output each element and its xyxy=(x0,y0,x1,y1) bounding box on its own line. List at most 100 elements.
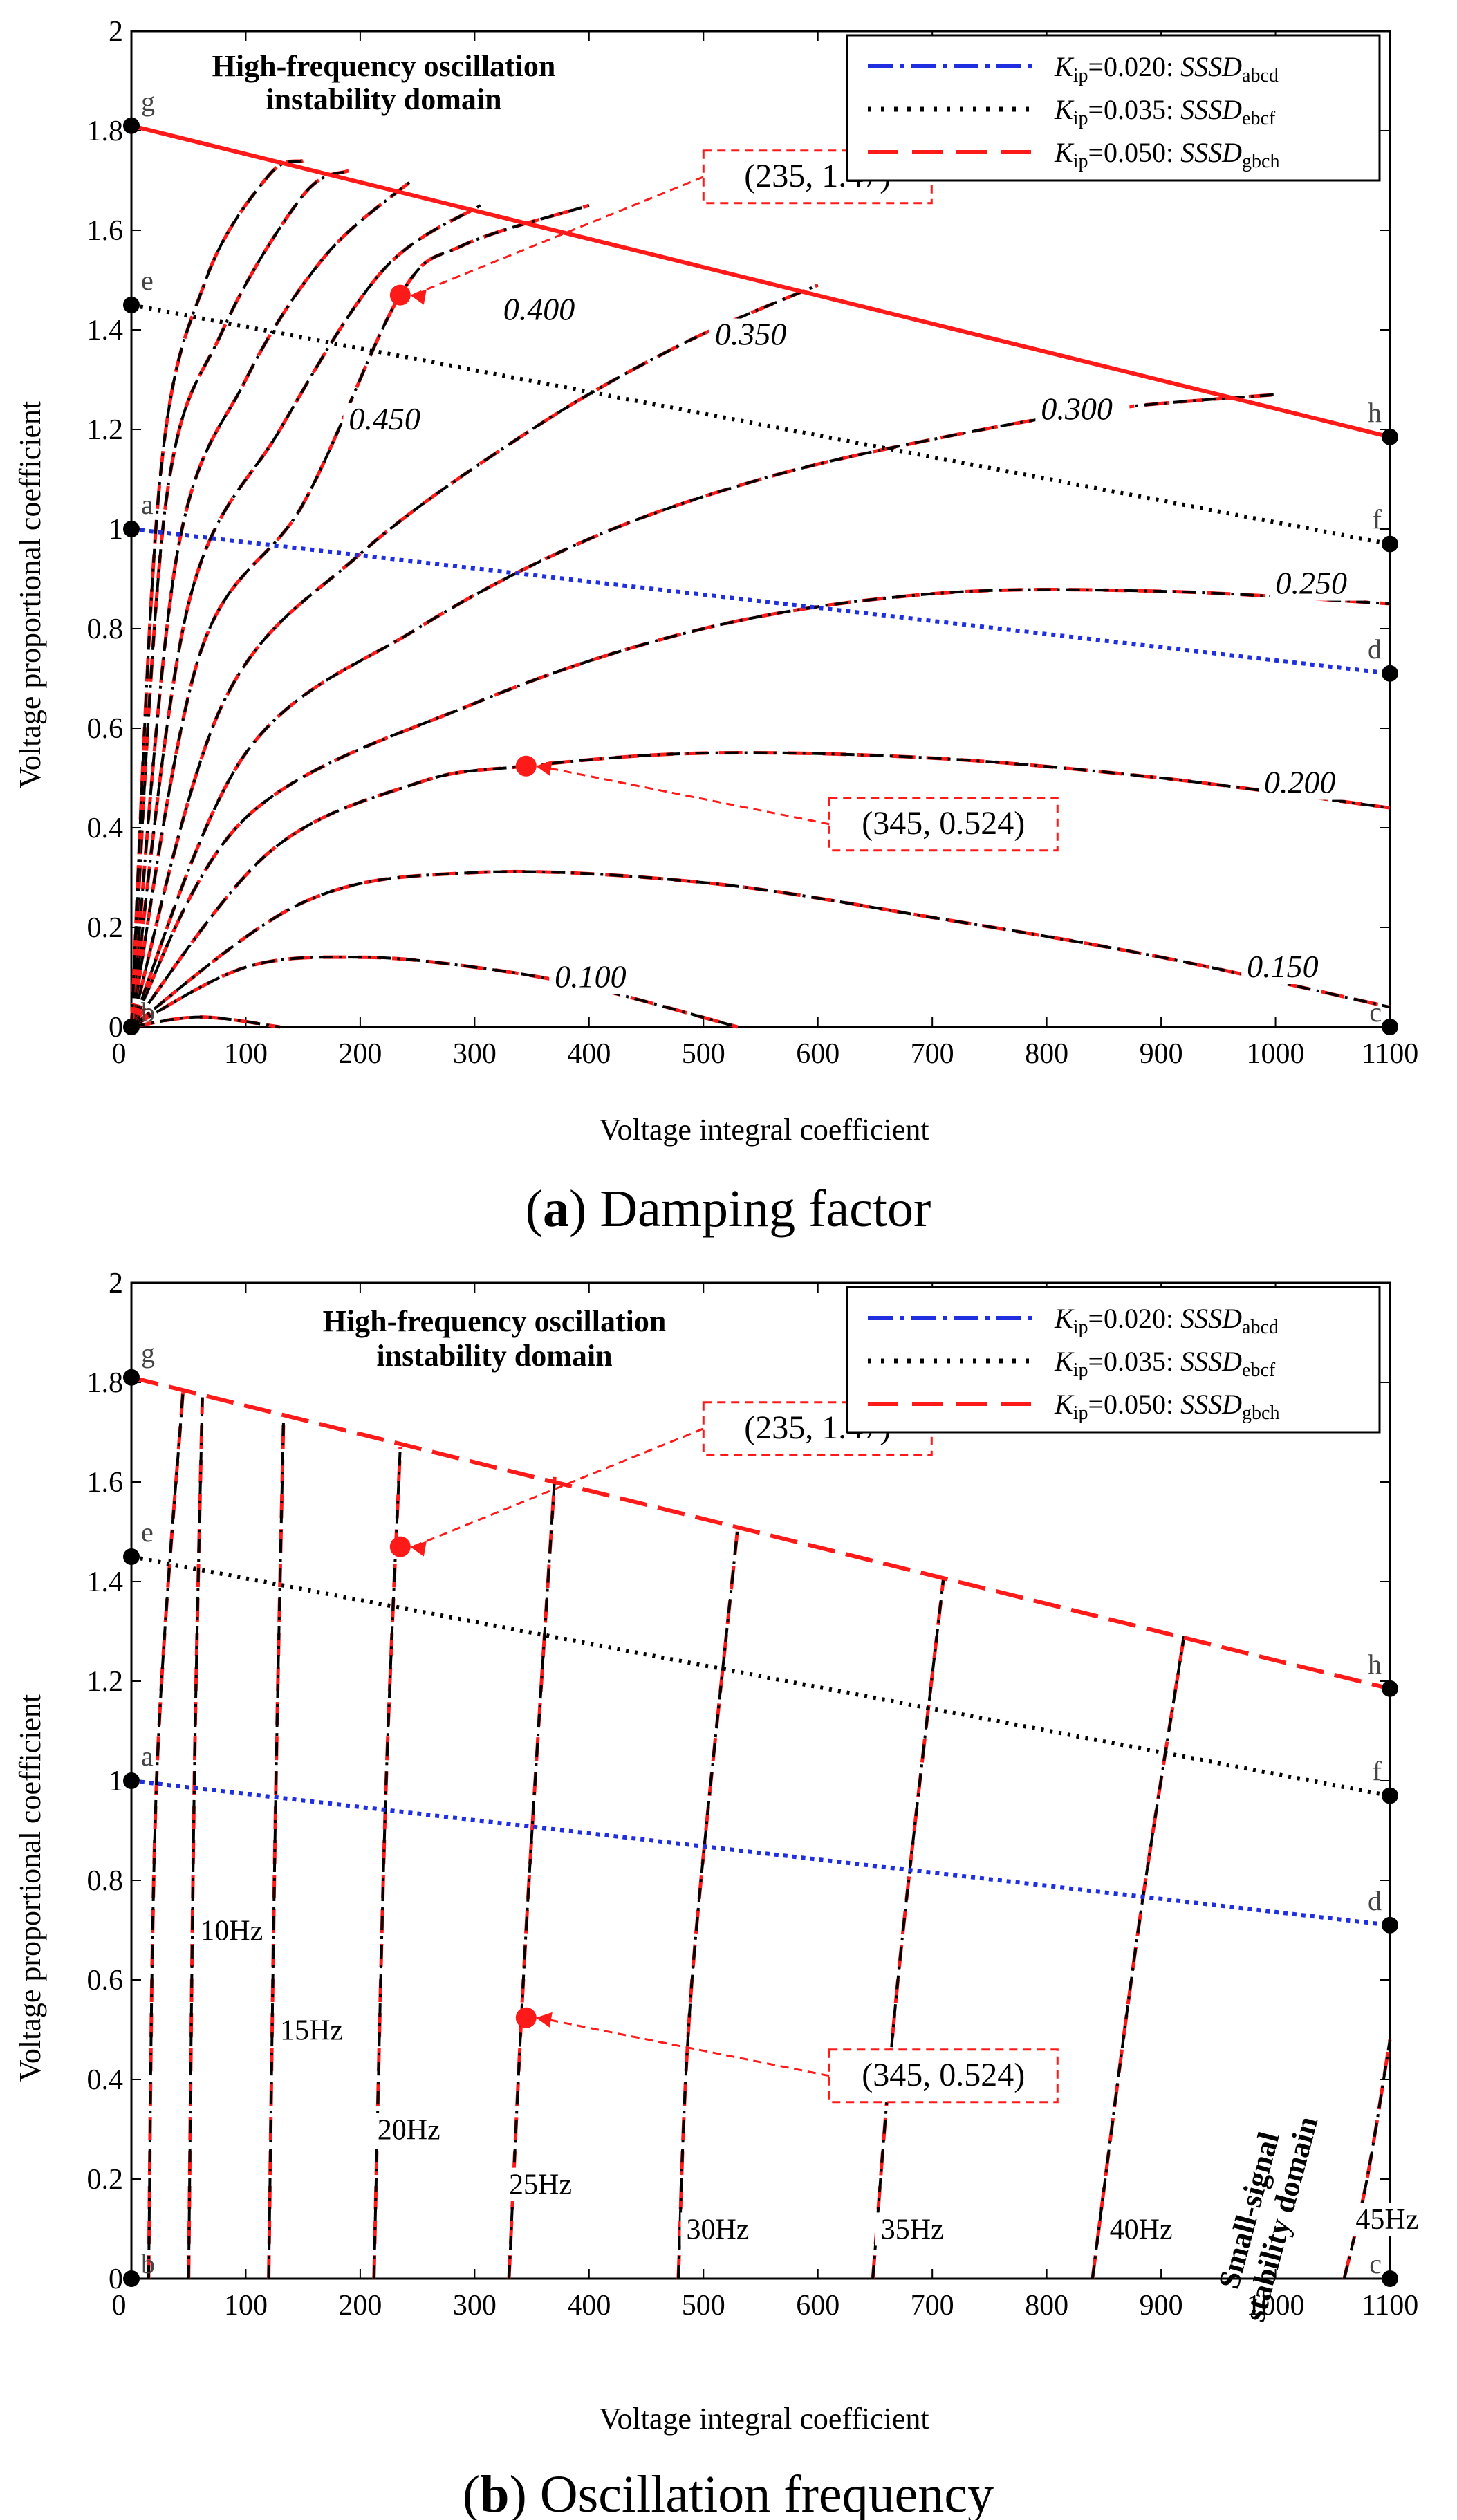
corner-point-a xyxy=(123,1772,140,1789)
panel-b-xlabel: Voltage integral coefficient xyxy=(599,2402,929,2436)
contour-line-black xyxy=(130,204,481,1028)
x-tick-label: 500 xyxy=(682,1038,725,1070)
contour-line-black xyxy=(187,1397,204,2279)
contour-label-bg xyxy=(1241,951,1336,984)
y-tick-label: 1.6 xyxy=(87,215,124,247)
boundary-abcd xyxy=(131,527,1391,676)
y-tick-label: 0.4 xyxy=(87,813,124,844)
contour-line-black xyxy=(676,1526,739,2279)
contour-line-black xyxy=(871,1576,945,2279)
y-tick-label: 1.4 xyxy=(87,1566,124,1598)
annotation-arrowhead xyxy=(535,2012,553,2028)
contour-line-black xyxy=(130,204,590,1028)
x-tick-label: 900 xyxy=(1140,2290,1183,2322)
y-tick-label: 1.8 xyxy=(87,115,124,147)
corner-point-d xyxy=(1382,665,1398,682)
y-tick-label: 0.8 xyxy=(87,613,124,645)
boundary-gbch xyxy=(131,123,1391,439)
contour-label: 0.450 xyxy=(349,401,420,436)
corner-point-b xyxy=(123,2270,140,2287)
panel-a-region-label-2: instability domain xyxy=(266,82,501,116)
x-tick-label: 600 xyxy=(796,2290,839,2322)
legend-entry: Kip=0.020: SSSDabcd xyxy=(1054,1303,1279,1338)
legend-entry: Kip=0.035: SSSDebcf xyxy=(1054,94,1276,129)
x-tick-label: 1000 xyxy=(1247,1038,1305,1070)
contour-line-black xyxy=(147,1392,185,2279)
contour-label: 30Hz xyxy=(686,2214,749,2245)
contour-label-bg xyxy=(497,293,592,327)
y-tick-label: 2 xyxy=(109,16,123,48)
contour-line-black xyxy=(267,1417,286,2279)
contour-line-red xyxy=(129,203,481,1028)
panel-b-region-label-1: High-frequency oscillation xyxy=(323,1304,667,1338)
contour-label: 0.300 xyxy=(1041,391,1113,427)
corner-point-c xyxy=(1382,1019,1398,1035)
corner-point-c xyxy=(1382,2270,1398,2287)
y-tick-label: 1.4 xyxy=(87,315,124,346)
annotation-arrowhead xyxy=(409,289,427,305)
panel-a: Voltage proportional coefficient Voltage… xyxy=(13,16,1418,1238)
x-tick-label: 1100 xyxy=(1362,2290,1418,2322)
contour-label-bg xyxy=(275,2013,353,2047)
x-tick-label: 400 xyxy=(567,1038,611,1070)
panel-a-ylabel: Voltage proportional coefficient xyxy=(13,401,47,788)
contour-label: 10Hz xyxy=(200,1915,263,1947)
corner-point-f xyxy=(1382,535,1398,553)
corner-point-e xyxy=(123,297,140,313)
annotation-arrow xyxy=(538,765,830,826)
contour-label: 20Hz xyxy=(378,2114,440,2146)
corner-label-f: f xyxy=(1373,1756,1382,1787)
y-tick-label: 0.8 xyxy=(87,1865,124,1897)
x-tick-label: 800 xyxy=(1025,1038,1068,1070)
contour-label: 45Hz xyxy=(1355,2204,1418,2236)
annotation-arrow xyxy=(412,176,704,296)
contour-label-bg xyxy=(194,1914,272,1947)
x-tick-label: 200 xyxy=(338,1038,382,1070)
x-tick-label: 900 xyxy=(1140,1038,1183,1070)
x-tick-label: 0 xyxy=(112,2290,127,2322)
x-tick-label: 100 xyxy=(224,1038,268,1070)
contour-line-red xyxy=(130,750,1391,1028)
highlight-point xyxy=(389,284,411,306)
x-tick-label: 200 xyxy=(338,2290,382,2322)
corner-label-e: e xyxy=(141,1517,154,1548)
x-tick-label: 800 xyxy=(1025,2290,1068,2322)
corner-label-h: h xyxy=(1368,1649,1382,1680)
x-tick-label: 0 xyxy=(112,1038,127,1070)
contour-label-bg xyxy=(709,318,804,352)
corner-label-a: a xyxy=(141,489,154,520)
y-tick-label: 1.6 xyxy=(87,1467,124,1499)
corner-label-c: c xyxy=(1369,2248,1382,2279)
x-tick-label: 700 xyxy=(911,2290,954,2322)
contour-line-black xyxy=(130,588,1391,1028)
highlight-point xyxy=(515,2007,537,2028)
x-tick-label: 500 xyxy=(682,2290,725,2322)
panel-b-region-label-2: instability domain xyxy=(376,1339,612,1373)
corner-point-g xyxy=(123,1369,140,1386)
y-tick-label: 0.4 xyxy=(87,2064,124,2096)
contour-line-black xyxy=(130,870,1391,1028)
contour-line-red xyxy=(130,955,739,1029)
contour-line-black xyxy=(130,284,819,1028)
corner-label-e: e xyxy=(141,265,154,296)
corner-label-g: g xyxy=(141,1337,155,1369)
contour-label-bg xyxy=(1259,766,1353,800)
x-tick-label: 300 xyxy=(453,2290,497,2322)
panel-b: Voltage proportional coefficient Voltage… xyxy=(13,1268,1428,2520)
corner-label-b: b xyxy=(141,2248,155,2279)
annotation-arrowhead xyxy=(535,760,553,776)
contour-line-red xyxy=(130,869,1391,1029)
contour-line-red xyxy=(129,203,590,1028)
y-tick-label: 1 xyxy=(109,514,123,546)
y-tick-label: 0.6 xyxy=(87,1965,124,1996)
annotation-label: (345, 0.524) xyxy=(862,805,1025,842)
legend-entry: Kip=0.050: SSSDgbch xyxy=(1054,137,1279,172)
x-tick-label: 700 xyxy=(911,1038,954,1070)
corner-label-f: f xyxy=(1373,504,1382,535)
corner-label-h: h xyxy=(1368,397,1382,428)
contour-line-red xyxy=(129,283,819,1028)
y-tick-label: 0.2 xyxy=(87,2164,124,2196)
corner-label-c: c xyxy=(1369,997,1382,1028)
y-tick-label: 0 xyxy=(109,2263,123,2295)
contour-label: 0.150 xyxy=(1247,949,1319,984)
